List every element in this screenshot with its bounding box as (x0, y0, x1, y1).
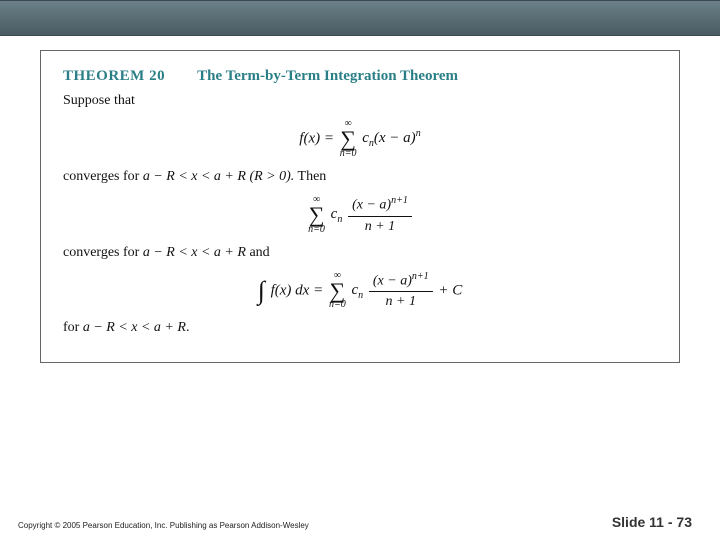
footer: Copyright © 2005 Pearson Education, Inc.… (0, 514, 720, 530)
equation-1: f(x) = ∞ ∑ n=0 cn(x − a)n (63, 119, 657, 159)
theorem-title: The Term-by-Term Integration Theorem (197, 68, 458, 84)
integral-icon: ∫ (258, 276, 265, 306)
eq2-fraction: (x − a)n+1 n + 1 (348, 195, 412, 233)
theorem-box: THEOREM 20 The Term-by-Term Integration … (40, 50, 680, 363)
eq3-plus-c: + C (438, 282, 462, 298)
theorem-number: THEOREM 20 (63, 68, 165, 84)
theorem-title-row: THEOREM 20 The Term-by-Term Integration … (63, 67, 657, 85)
for-line: for a − R < x < a + R. (63, 320, 657, 336)
eq1-lhs: f(x) = (299, 130, 334, 146)
converges-line-2: converges for a − R < x < a + R and (63, 245, 657, 261)
slide-number: Slide 11 - 73 (612, 514, 692, 530)
eq1-rhs: cn(x − a)n (362, 130, 420, 146)
eq3-fraction: (x − a)n+1 n + 1 (369, 271, 433, 309)
copyright-text: Copyright © 2005 Pearson Education, Inc.… (18, 521, 309, 530)
sum-symbol-3: ∞ ∑ n=0 (329, 271, 346, 311)
sum-symbol-1: ∞ ∑ n=0 (340, 119, 357, 159)
eq2-cn: cn (331, 206, 343, 222)
converges-line-1: converges for a − R < x < a + R (R > 0).… (63, 169, 657, 185)
eq3-lhs: f(x) dx = (271, 282, 324, 298)
sum-symbol-2: ∞ ∑ n=0 (308, 195, 325, 235)
header-bar (0, 0, 720, 36)
equation-2: ∞ ∑ n=0 cn (x − a)n+1 n + 1 (63, 195, 657, 235)
eq3-cn: cn (351, 282, 363, 298)
suppose-text: Suppose that (63, 93, 657, 109)
equation-3: ∫ f(x) dx = ∞ ∑ n=0 cn (x − a)n+1 n + 1 … (63, 271, 657, 311)
